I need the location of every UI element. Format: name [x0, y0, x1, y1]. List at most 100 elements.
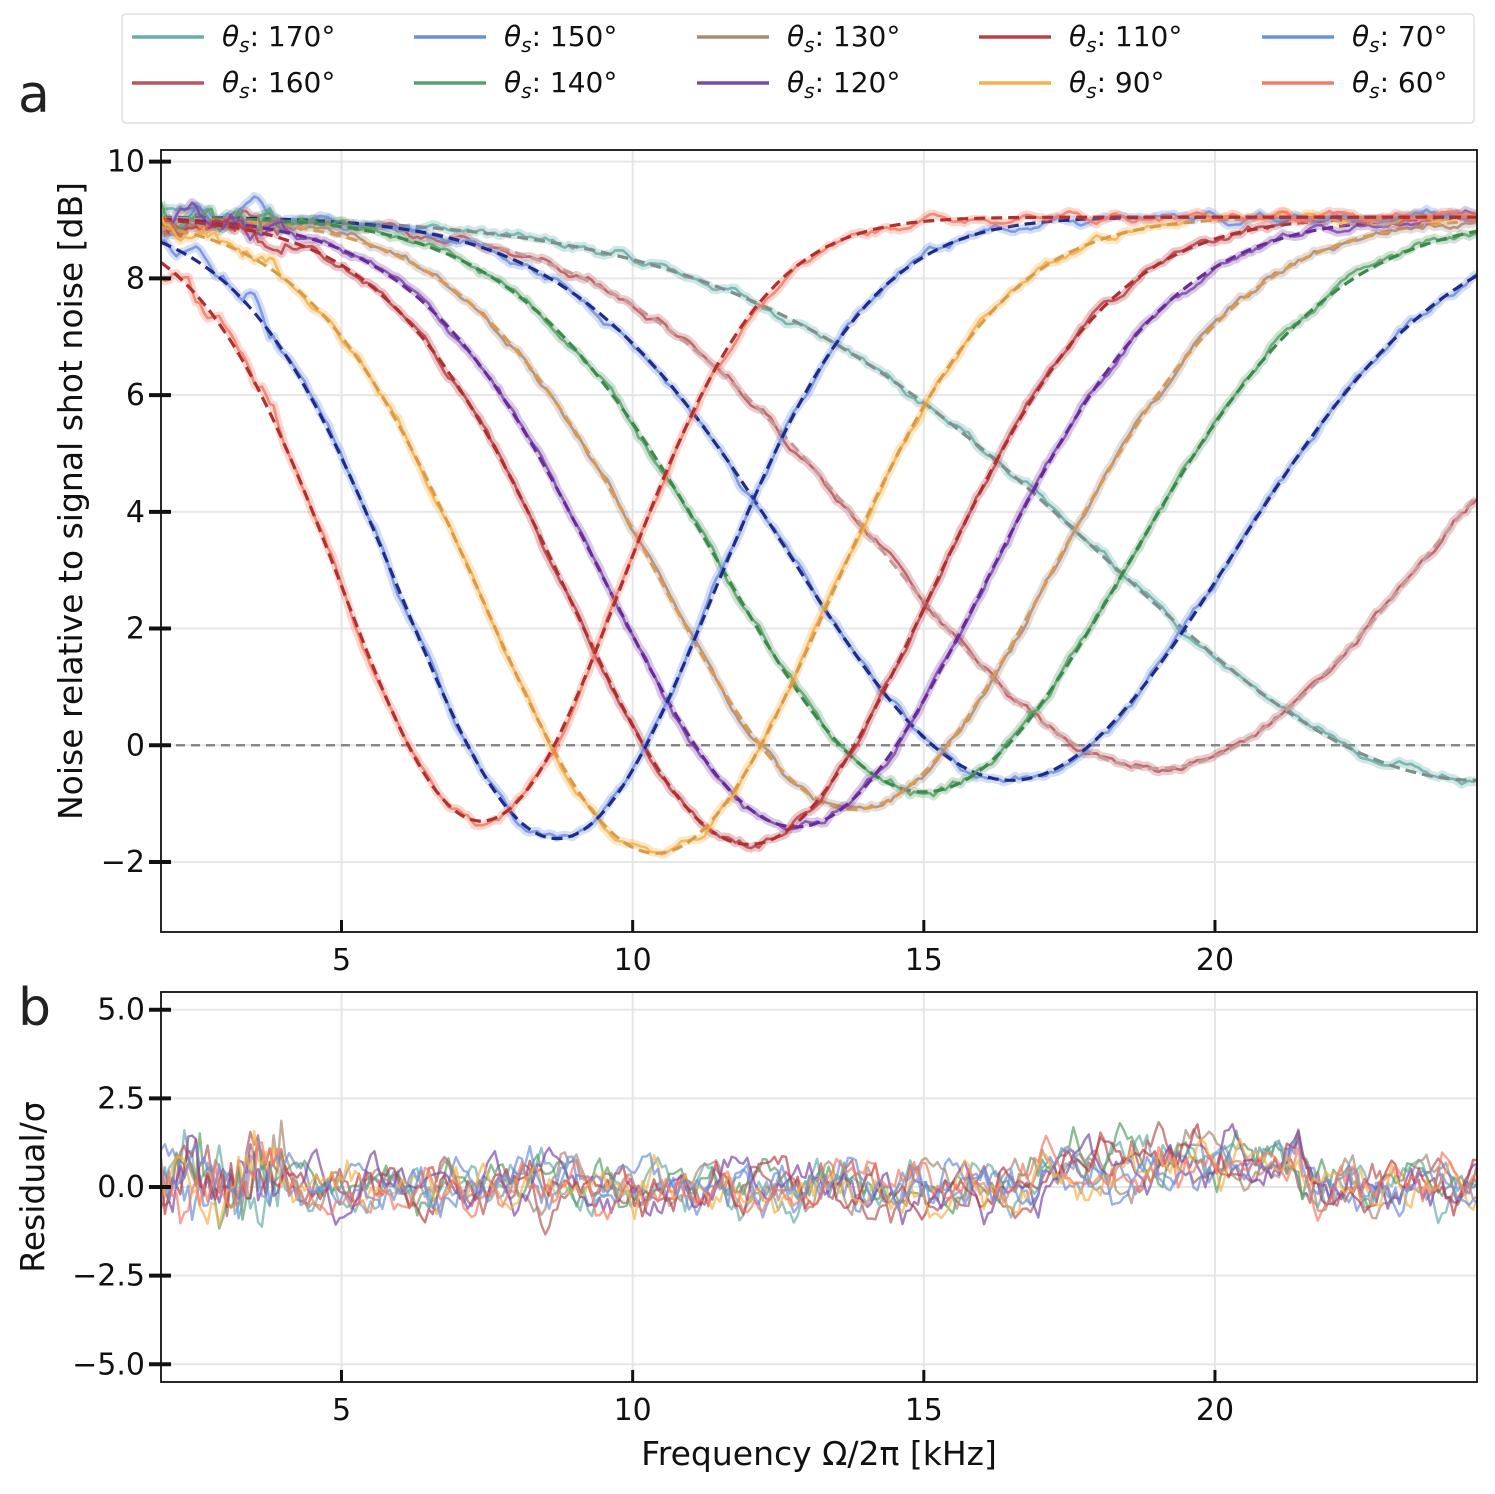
panel-b-xtick-label: 5 [332, 1393, 351, 1428]
panel-b-label: b [18, 978, 51, 1038]
panel-a-xtick-label: 5 [332, 943, 351, 978]
legend-subscript: s [521, 79, 531, 103]
panel-a-xtick-label: 20 [1196, 943, 1234, 978]
series-fit-8 [161, 215, 1477, 841]
legend-theta: θ [1352, 20, 1369, 53]
series-fit-0 [161, 216, 1477, 782]
series-fit-6 [161, 215, 1477, 846]
legend-frame [121, 13, 1475, 124]
panel-b-series [161, 1119, 1477, 1236]
panel-a-frame [160, 149, 1478, 933]
panel-a-ytick-label: 10 [107, 145, 145, 180]
legend-label: θs: 170° [222, 20, 335, 57]
series-band-8 [161, 204, 1477, 842]
legend-label: θs: 90° [1069, 66, 1165, 103]
panel-a-series [161, 192, 1477, 859]
series-band-9 [161, 206, 1477, 830]
legend-item: θs: 160° [132, 66, 335, 103]
panel-b-ytick-label: 2.5 [97, 1081, 145, 1116]
legend-value: : 110° [1097, 20, 1183, 53]
panel-a-ytick-label: −2 [101, 845, 145, 880]
panel-b-ticks: 5 10 15 20 −5.0 −2.5 0.0 2.5 5.0 [72, 993, 1234, 1428]
legend-item: θs: 70° [1262, 20, 1448, 57]
series-data-5 [161, 201, 1477, 831]
series-data-8 [161, 208, 1477, 839]
panel-b-xtick-label: 10 [614, 1393, 652, 1428]
legend: θs: 170°θs: 160°θs: 150°θs: 140°θs: 130°… [121, 13, 1475, 124]
legend-subscript: s [239, 33, 249, 57]
legend-value: : 160° [250, 66, 336, 99]
legend-item: θs: 130° [697, 20, 900, 57]
series-fit-1 [161, 216, 1477, 771]
panel-b-ytick-label: 5.0 [97, 993, 145, 1028]
panel-a-grid [161, 150, 1477, 932]
panel-a-ytick-label: 6 [126, 378, 145, 413]
legend-item: θs: 120° [697, 66, 900, 103]
panel-b-xlabel: Frequency Ω/2π [kHz] [641, 1434, 997, 1473]
series-band-5 [161, 198, 1477, 834]
series-data-6 [161, 212, 1477, 850]
legend-value: : 150° [532, 20, 618, 53]
panel-a-ytick-label: 8 [126, 261, 145, 296]
residual-8 [161, 1139, 1477, 1219]
legend-value: : 70° [1380, 20, 1448, 53]
legend-item: θs: 110° [979, 20, 1182, 57]
panel-a-xtick-label: 10 [614, 943, 652, 978]
legend-value: : 90° [1097, 66, 1165, 99]
legend-label: θs: 70° [1352, 20, 1448, 57]
series-fit-7 [161, 215, 1477, 855]
legend-label: θs: 150° [504, 20, 617, 57]
series-data-9 [161, 209, 1477, 827]
panel-a-ytick-label: 2 [126, 612, 145, 647]
panel-a-ticks: 5 10 15 20 −2 0 2 4 6 8 10 [101, 145, 1234, 978]
series-band-7 [161, 206, 1477, 859]
legend-label: θs: 120° [787, 66, 900, 103]
legend-theta: θ [504, 20, 521, 53]
panel-a: 5 10 15 20 −2 0 2 4 6 8 10 Noise relative to signa… [51, 145, 1478, 978]
panel-a-ytick-label: 4 [126, 495, 145, 530]
legend-theta: θ [787, 20, 804, 53]
legend-subscript: s [804, 79, 814, 103]
legend-theta: θ [222, 20, 239, 53]
legend-label: θs: 110° [1069, 20, 1182, 57]
residual-7 [161, 1129, 1477, 1227]
legend-theta: θ [787, 66, 804, 99]
legend-subscript: s [804, 33, 814, 57]
legend-subscript: s [1086, 79, 1096, 103]
panel-a-label: a [18, 65, 50, 125]
legend-value: : 140° [532, 66, 618, 99]
panel-a-ytick-label: 0 [126, 728, 145, 763]
legend-theta: θ [1069, 20, 1086, 53]
panel-b-ytick-label: −2.5 [72, 1259, 145, 1294]
series-fit-5 [161, 216, 1477, 829]
legend-theta: θ [1352, 66, 1369, 99]
panel-a-ylabel: Noise relative to signal shot noise [dB] [51, 182, 90, 820]
residual-9 [161, 1134, 1477, 1225]
panel-b-xtick-label: 15 [905, 1393, 943, 1428]
legend-label: θs: 140° [504, 66, 617, 103]
panel-a-xtick-label: 15 [905, 943, 943, 978]
series-fit-4 [161, 216, 1477, 811]
legend-theta: θ [222, 66, 239, 99]
legend-theta: θ [504, 66, 521, 99]
panel-b: 5 10 15 20 −5.0 −2.5 0.0 2.5 5.0 Residual/σ Freq… [13, 991, 1478, 1473]
legend-value: : 60° [1380, 66, 1448, 99]
panel-b-ytick-label: −5.0 [72, 1347, 145, 1382]
legend-value: : 130° [815, 20, 901, 53]
legend-label: θs: 60° [1352, 66, 1448, 103]
legend-item: θs: 60° [1262, 66, 1448, 103]
legend-value: : 170° [250, 20, 336, 53]
legend-label: θs: 160° [222, 66, 335, 103]
series-fit-2 [161, 215, 1477, 782]
legend-subscript: s [1086, 33, 1096, 57]
panel-b-ytick-label: 0.0 [97, 1170, 145, 1205]
series-data-7 [161, 209, 1477, 856]
legend-item: θs: 90° [979, 66, 1165, 103]
legend-item: θs: 150° [414, 20, 617, 57]
legend-subscript: s [521, 33, 531, 57]
panel-b-xtick-label: 20 [1196, 1393, 1234, 1428]
legend-value: : 120° [815, 66, 901, 99]
legend-label: θs: 130° [787, 20, 900, 57]
legend-subscript: s [1369, 79, 1379, 103]
